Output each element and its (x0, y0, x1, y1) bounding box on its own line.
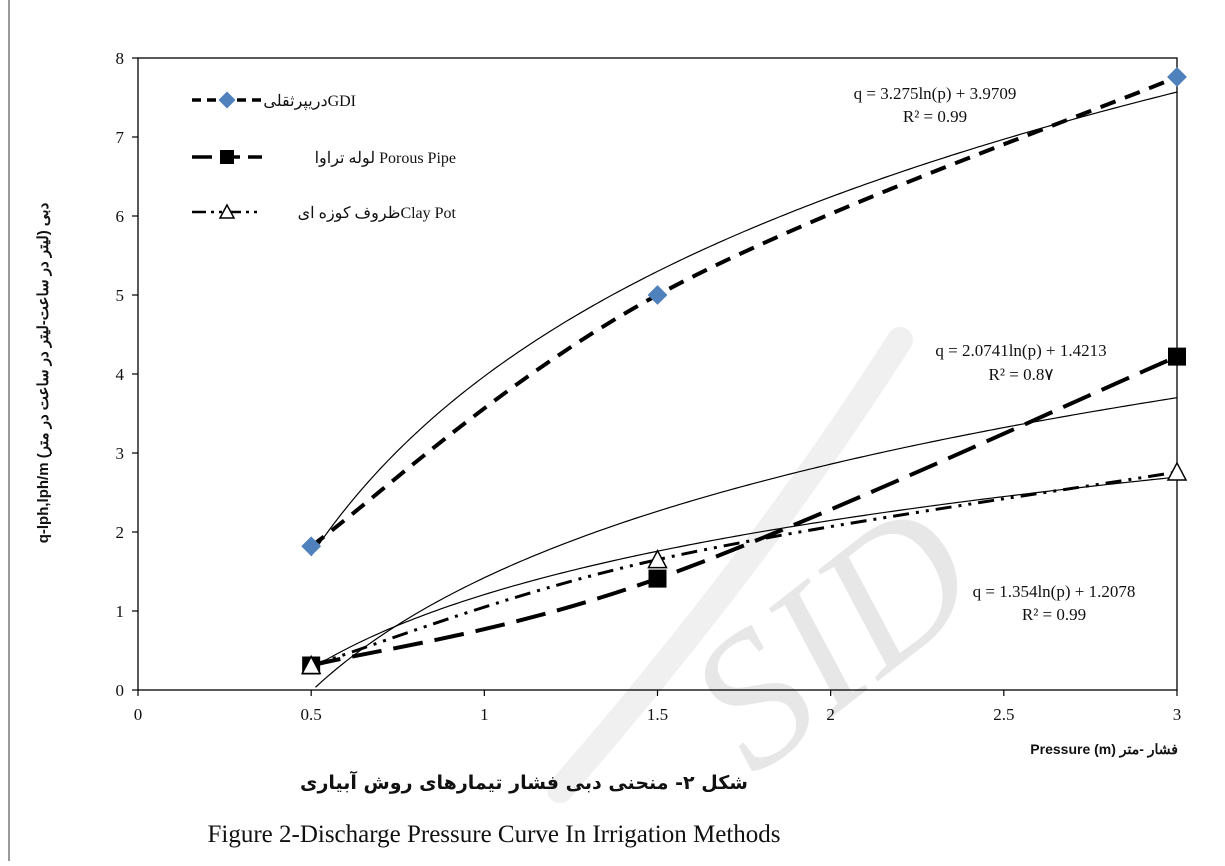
equation-gdi: q = 3.275ln(p) + 3.9709 (854, 84, 1017, 103)
series-line-1 (310, 354, 1178, 668)
svg-text:SID: SID (651, 463, 1013, 810)
x-tick-label: 0.5 (301, 705, 322, 724)
y-axis-title: q-lph,lph/m (لیتر در ساعت-لیتر در ساعت د… (35, 202, 52, 543)
y-tick-label: 5 (116, 286, 125, 305)
legend-label-clay-pot: ظروف کوزه ایClay Pot (298, 205, 457, 222)
r2-porous-pipe: R² = 0.8۷ (989, 365, 1054, 384)
caption-persian: شکل ۲- منحنی دبی فشار تیمارهای روش آبیار… (300, 770, 748, 794)
y-tick-label: 2 (116, 523, 125, 542)
x-axis: 0 0.5 1 1.5 2 2.5 3 (134, 690, 1182, 724)
series-line-0 (309, 75, 1178, 548)
data-point-gdi (301, 536, 322, 557)
legend-marker-porous-pipe (220, 150, 234, 164)
x-tick-label: 0 (134, 705, 143, 724)
legend-marker-gdi (218, 91, 236, 109)
y-tick-label: 3 (116, 444, 125, 463)
y-axis: 0 1 2 3 4 5 6 7 8 (116, 49, 138, 700)
data-point-gdi (647, 285, 668, 305)
legend-label-gdi: دریپرثقلیGDI (263, 93, 356, 110)
y-tick-label: 1 (116, 602, 125, 621)
watermark-swoosh (547, 327, 913, 803)
legend: دریپرثقلیGDI لوله تراوا Porous Pipe ظروف… (192, 91, 457, 222)
series-lines (309, 75, 1178, 668)
legend-label-porous-pipe: لوله تراوا Porous Pipe (315, 150, 456, 167)
x-tick-label: 1.5 (647, 705, 668, 724)
y-tick-label: 6 (116, 207, 125, 226)
y-tick-label: 8 (116, 49, 125, 68)
legend-marker-clay-pot (218, 203, 236, 219)
y-tick-label: 7 (116, 128, 125, 147)
data-point-porous-pipe (648, 569, 667, 588)
series-line-2 (310, 470, 1178, 667)
data-point-porous-pipe (1168, 347, 1186, 366)
data-point-clay-pot (647, 549, 668, 569)
x-tick-label: 3 (1173, 705, 1182, 724)
x-tick-label: 2.5 (993, 705, 1014, 724)
page-margin-rule (8, 0, 10, 861)
equation-clay-pot: q = 1.354ln(p) + 1.2078 (973, 582, 1136, 601)
x-axis-title: Pressure (m) فشار -متر (1030, 741, 1178, 758)
series-markers (300, 67, 1188, 675)
data-point-clay-pot (300, 654, 322, 675)
y-tick-label: 0 (116, 681, 125, 700)
data-point-clay-pot (1166, 461, 1188, 481)
data-point-gdi (1167, 67, 1187, 87)
watermark-logo: SID (651, 463, 1013, 810)
caption-english: Figure 2-Discharge Pressure Curve In Irr… (207, 821, 780, 848)
trendline-0 (310, 91, 1178, 556)
x-tick-label: 2 (826, 705, 835, 724)
y-tick-label: 4 (116, 365, 125, 384)
equation-porous-pipe: q = 2.0741ln(p) + 1.4213 (935, 341, 1106, 360)
x-tick-label: 1 (480, 705, 489, 724)
r2-gdi: R² = 0.99 (903, 107, 967, 126)
r2-clay-pot: R² = 0.99 (1022, 605, 1086, 624)
